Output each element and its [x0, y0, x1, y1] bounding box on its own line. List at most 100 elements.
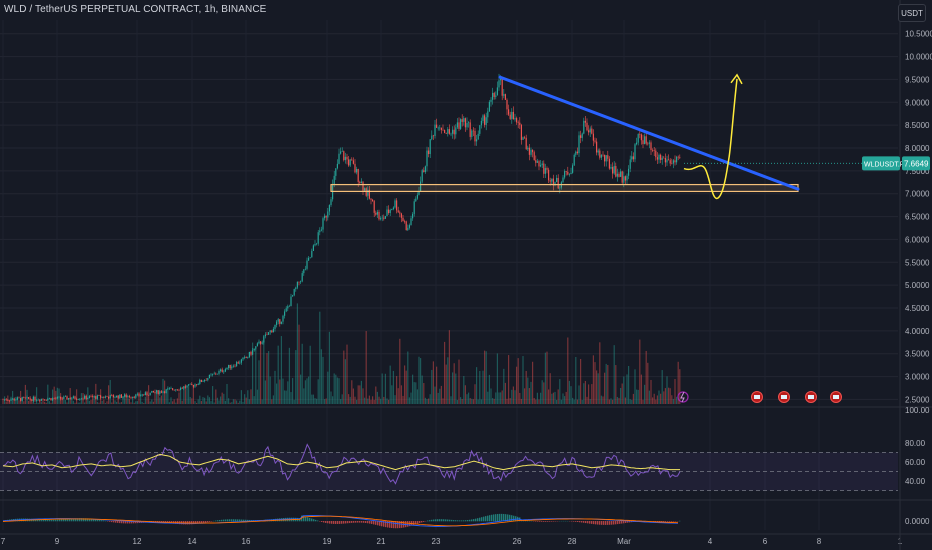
- macd-histogram-bar: [491, 514, 493, 522]
- macd-histogram-bar: [359, 521, 361, 523]
- candle-body: [672, 160, 674, 164]
- volume-bar: [655, 399, 657, 404]
- candle-body: [76, 398, 78, 400]
- volume-bar: [23, 401, 25, 404]
- macd-histogram-bar: [333, 521, 335, 524]
- candle-body: [671, 163, 673, 165]
- volume-bar: [216, 397, 218, 404]
- candle-body: [247, 357, 249, 358]
- candle-body: [196, 384, 198, 385]
- candle-body: [303, 269, 305, 274]
- macd-histogram-bar: [405, 521, 407, 528]
- lightning-icon: [677, 391, 689, 403]
- macd-histogram-bar: [371, 521, 373, 524]
- rsi-line: [2, 443, 681, 485]
- macd-histogram-bar: [479, 517, 481, 522]
- volume-bar: [674, 379, 676, 404]
- volume-bar: [186, 388, 188, 404]
- volume-bar: [204, 397, 206, 404]
- candle-body: [74, 396, 76, 399]
- volume-bar: [480, 399, 482, 404]
- candle-body: [42, 398, 44, 400]
- volume-bar: [37, 402, 39, 404]
- volume-bar: [109, 379, 111, 404]
- rsi-tick-label: 100.00: [905, 406, 930, 415]
- macd-histogram-bar: [443, 519, 445, 522]
- volume-bar: [340, 399, 342, 404]
- x-tick-label: 12: [133, 537, 142, 546]
- candle-body: [240, 359, 242, 363]
- volume-bar: [188, 385, 190, 404]
- candle-body: [128, 396, 130, 398]
- candle-body: [370, 198, 372, 200]
- volume-bar: [79, 402, 81, 404]
- macd-histogram-bar: [245, 519, 247, 522]
- volume-bar: [101, 400, 103, 404]
- candle-body: [658, 154, 660, 160]
- macd-histogram-bar: [619, 521, 621, 524]
- volume-bar: [391, 385, 393, 404]
- candle-body: [149, 392, 151, 396]
- candle-body: [517, 122, 519, 123]
- volume-bar: [520, 398, 522, 404]
- volume-bar: [415, 382, 417, 404]
- volume-bar: [47, 384, 49, 404]
- macd-histogram-bar: [475, 518, 477, 522]
- volume-bar: [608, 399, 610, 404]
- volume-bar: [263, 341, 265, 404]
- macd-histogram-bar: [77, 518, 79, 522]
- macd-histogram-bar: [227, 519, 229, 522]
- candle-body: [108, 396, 110, 399]
- candle-body: [632, 156, 634, 160]
- macd-histogram-bar: [81, 518, 83, 522]
- macd-histogram-bar: [363, 521, 365, 523]
- macd-histogram-bar: [495, 514, 497, 522]
- volume-bar: [87, 387, 89, 404]
- macd-histogram-bar: [621, 521, 623, 524]
- candle-body: [333, 175, 335, 184]
- candle-body: [218, 370, 220, 374]
- macd-histogram-bar: [93, 518, 95, 522]
- volume-bar: [661, 370, 663, 404]
- volume-bar: [416, 389, 418, 404]
- candle-body: [514, 118, 516, 120]
- macd-histogram-bar: [375, 521, 377, 525]
- volume-bar: [64, 399, 66, 404]
- candle-body: [520, 124, 522, 140]
- volume-bar: [493, 398, 495, 404]
- macd-histogram-bar: [345, 521, 347, 524]
- candle-body: [236, 362, 238, 367]
- volume-bar: [645, 350, 647, 404]
- candle-body: [210, 374, 212, 376]
- candle-body: [36, 400, 38, 401]
- volume-bar: [45, 402, 47, 404]
- candle-body: [287, 306, 289, 309]
- candle-body: [258, 341, 260, 344]
- volume-bar: [36, 387, 38, 404]
- candle-body: [533, 152, 535, 161]
- currency-button[interactable]: USDT: [898, 4, 926, 22]
- volume-bar: [133, 402, 135, 404]
- volume-bar: [650, 379, 652, 404]
- volume-bar: [125, 395, 127, 404]
- volume-bar: [605, 363, 607, 404]
- candle-body: [471, 130, 473, 137]
- volume-bar: [594, 362, 596, 404]
- volume-bar: [653, 393, 655, 404]
- candle-body: [5, 399, 7, 401]
- macd-histogram-bar: [537, 521, 539, 522]
- volume-bar: [535, 399, 537, 404]
- candle-body: [2, 399, 4, 401]
- volume-bar: [285, 390, 287, 404]
- candle-body: [586, 122, 588, 131]
- candle-body: [340, 151, 342, 154]
- volume-bar: [205, 401, 207, 404]
- volume-bar: [504, 382, 506, 404]
- us-flag-icon-stripe: [808, 395, 814, 399]
- volume-bar: [255, 348, 257, 404]
- macd-histogram-bar: [591, 521, 593, 524]
- macd-tick-label: 0.0000: [905, 517, 930, 526]
- candle-body: [250, 351, 252, 355]
- macd-histogram-bar: [599, 521, 601, 525]
